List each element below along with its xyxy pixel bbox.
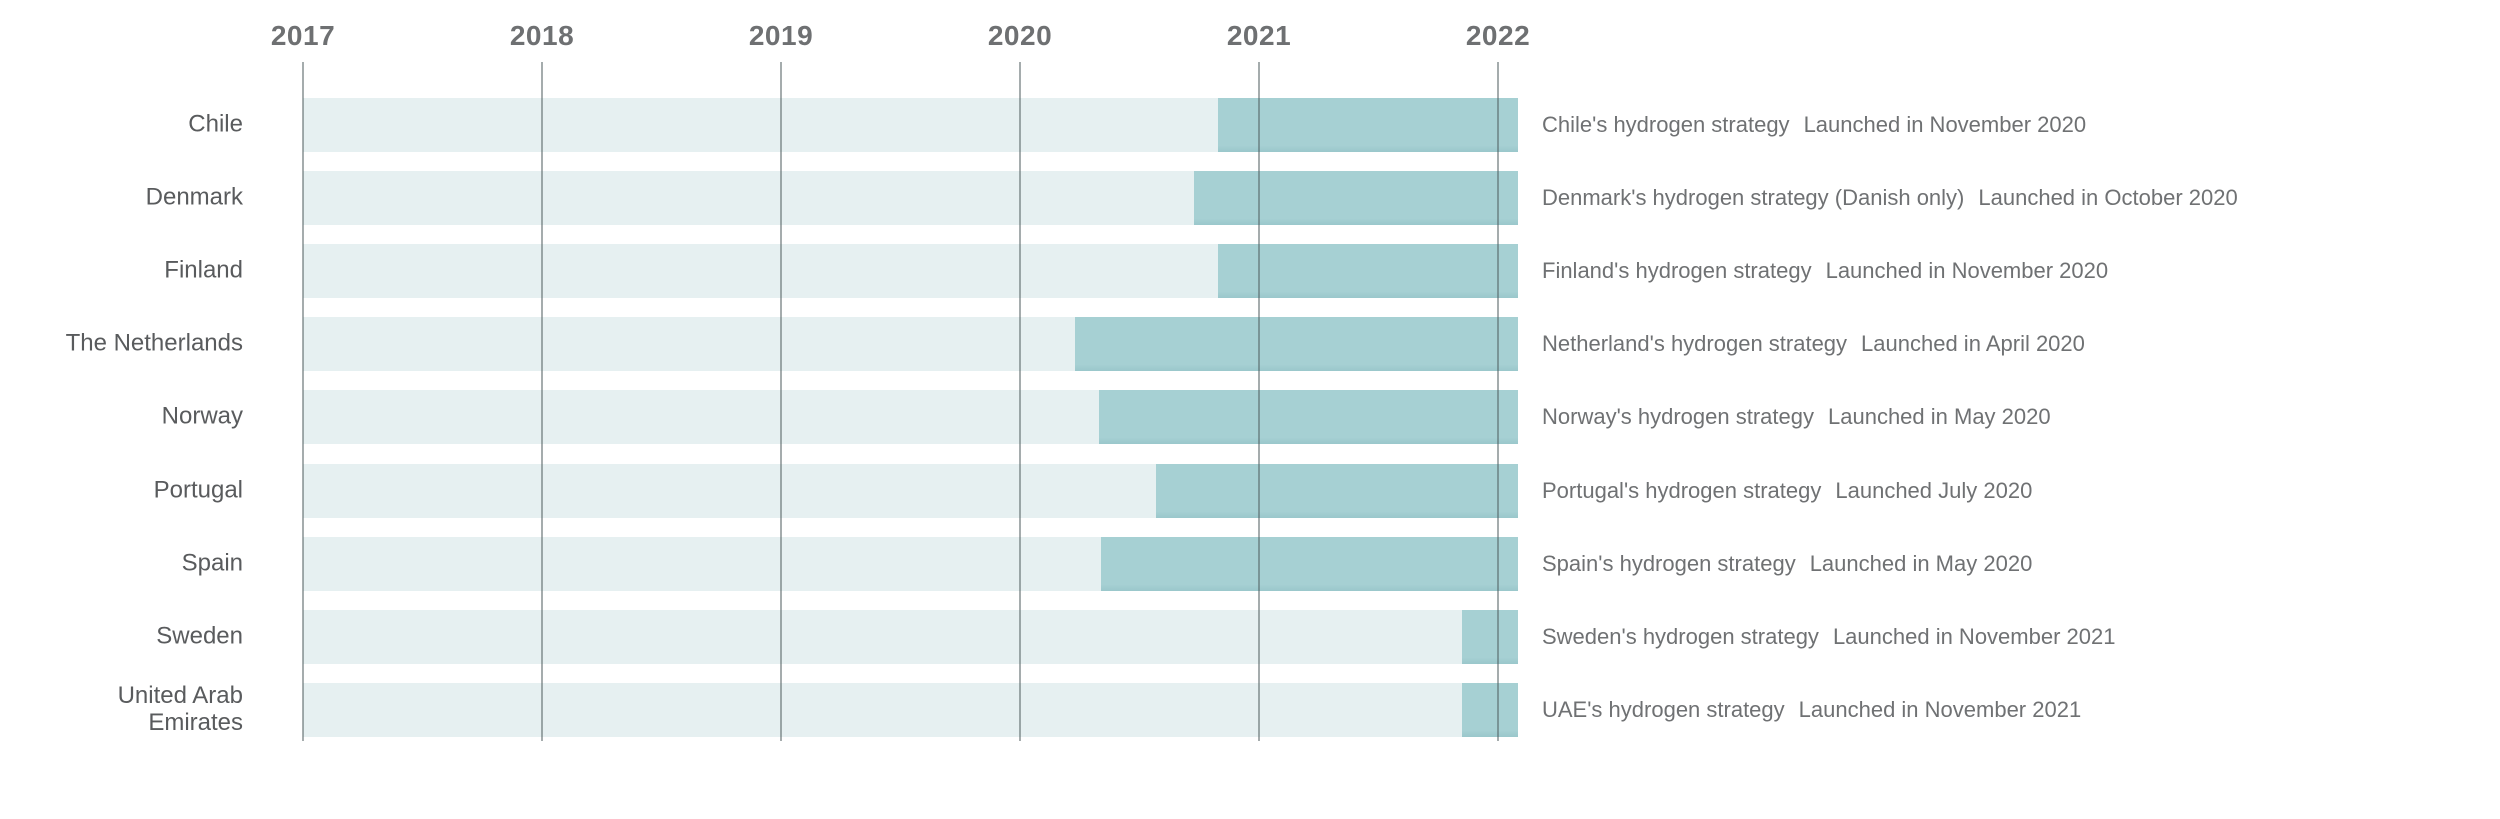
timeline-track [303,98,1518,152]
row-annotation: Sweden's hydrogen strategy Launched in No… [1542,624,2115,650]
year-axis-label: 2022 [1465,20,1531,51]
strategy-label: UAE's hydrogen strategy [1542,696,1785,722]
country-label: Denmark [145,183,243,211]
strategy-label: Denmark's hydrogen strategy (Danish only… [1542,185,1965,211]
row-annotation: UAE's hydrogen strategy Launched in Novem… [1542,697,2081,723]
strategy-period-bar [1098,390,1518,445]
country-row: Portugal Portugal's hydrogen strategy Lau… [0,463,2500,518]
year-gridline [541,62,543,741]
launch-date-label: Launched in November 2020 [1825,258,2109,284]
timeline-track [303,609,1518,664]
year-gridline [1497,62,1499,741]
country-row: The Netherlands Netherland's hydrogen st… [0,317,2500,372]
country-label: Chile [188,110,243,138]
strategy-period-bar [1156,463,1518,518]
strategy-label: Norway's hydrogen strategy [1542,404,1814,430]
timeline-track [303,463,1518,518]
row-annotation: Spain's hydrogen strategy Launched in May… [1542,551,2032,577]
country-row: United Arab Emirates UAE's hydrogen stra… [0,681,2500,737]
country-row: Chile Chile's hydrogen strategy Launched … [0,98,2500,152]
launch-date-label: Launched in November 2021 [1832,623,2116,649]
strategy-label: Netherland's hydrogen strategy [1542,331,1848,357]
country-label: Norway [161,402,243,430]
strategy-label: Sweden's hydrogen strategy [1542,623,1819,649]
strategy-period-bar [1218,244,1518,299]
country-row: Denmark Denmark's hydrogen strategy (Dan… [0,171,2500,226]
year-axis-label: 2020 [987,20,1053,51]
strategy-period-bar [1462,609,1518,664]
launch-date-label: Launched in May 2020 [1809,550,2033,576]
country-label: Sweden [156,622,243,650]
timeline-track [303,244,1518,299]
timeline-track [303,390,1518,445]
strategy-period-bar [1074,317,1518,372]
timeline-track [303,536,1518,591]
year-axis-label: 2017 [270,20,336,51]
country-label: Spain [181,549,243,577]
timeline-track [303,171,1518,226]
row-annotation: Denmark's hydrogen strategy (Danish only… [1542,185,2238,211]
launch-date-label: Launched in April 2020 [1861,331,2085,357]
country-row: Finland Finland's hydrogen strategy Launc… [0,244,2500,299]
country-label: Finland [164,256,243,284]
strategy-period-bar [1462,682,1518,737]
row-annotation: Finland's hydrogen strategy Launched in N… [1542,258,2108,284]
year-gridline [780,62,782,741]
timeline-track [303,682,1518,737]
row-annotation: Chile's hydrogen strategy Launched in Nov… [1542,112,2086,138]
launch-date-label: Launched in October 2020 [1978,185,2238,211]
row-annotation: Portugal's hydrogen strategy Launched Jul… [1542,478,2032,504]
country-row: Norway Norway's hydrogen strategy Launche… [0,390,2500,445]
strategy-period-bar [1218,98,1518,152]
year-axis-label: 2018 [509,20,575,51]
row-annotation: Netherland's hydrogen strategy Launched i… [1542,331,2085,357]
year-axis-label: 2021 [1226,20,1292,51]
launch-date-label: Launched in November 2021 [1798,696,2082,722]
timeline-track [303,317,1518,372]
strategy-label: Portugal's hydrogen strategy [1542,477,1822,503]
country-row: Spain Spain's hydrogen strategy Launched … [0,536,2500,591]
year-gridline [1019,62,1021,741]
launch-date-label: Launched July 2020 [1835,477,2033,503]
country-row: Sweden Sweden's hydrogen strategy Launche… [0,609,2500,664]
strategy-label: Spain's hydrogen strategy [1542,550,1796,576]
strategy-label: Chile's hydrogen strategy [1542,112,1790,137]
year-gridline [1258,62,1260,741]
launch-date-label: Launched in November 2020 [1803,112,2087,137]
year-axis-label: 2019 [748,20,814,51]
launch-date-label: Launched in May 2020 [1828,404,2051,430]
year-gridline [302,62,304,741]
country-label: The Netherlands [65,329,243,357]
strategy-label: Finland's hydrogen strategy [1542,258,1812,284]
strategy-period-bar [1101,536,1518,591]
strategy-period-bar [1194,171,1518,226]
country-label: Portugal [153,476,243,504]
country-label: United Arab Emirates [117,681,243,736]
row-annotation: Norway's hydrogen strategy Launched in Ma… [1542,404,2051,430]
